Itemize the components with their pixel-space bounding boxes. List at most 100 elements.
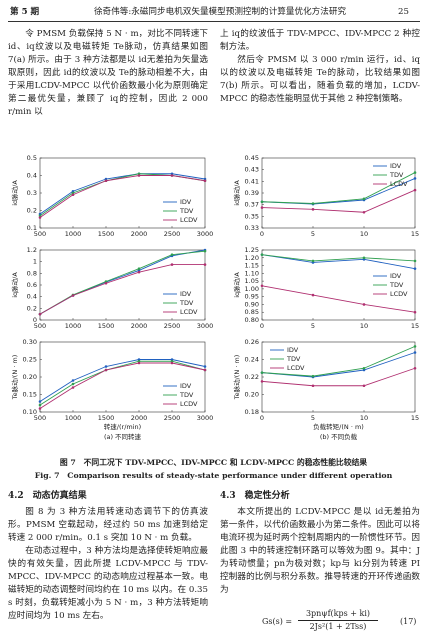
series-line — [39, 175, 206, 218]
y-tick-label: 0.39 — [245, 189, 259, 197]
data-point — [362, 384, 366, 388]
data-point — [170, 174, 174, 177]
data-point — [362, 256, 366, 260]
x-axis-label: 转速/(r/min) — [104, 422, 141, 431]
data-point — [38, 403, 42, 407]
data-point — [311, 202, 315, 205]
series-line — [39, 173, 206, 215]
section-heading: 4.2 动态仿真结果 — [8, 491, 87, 501]
data-point — [71, 386, 75, 389]
legend-label: IDV — [287, 346, 299, 354]
data-point — [203, 263, 207, 266]
paragraph: 上 iq的纹波低于 TDV-MPCC、IDV-MPCC 2 种控制方法。 — [220, 29, 420, 52]
y-tick-label: 0.24 — [245, 356, 259, 364]
y-tick-label: 1.05 — [245, 277, 259, 285]
legend-label: IDV — [180, 290, 192, 298]
legend-label: TDV — [179, 299, 194, 307]
data-point — [170, 263, 174, 266]
y-tick-label: 0.80 — [245, 316, 259, 324]
y-tick-label: 1.15 — [245, 262, 259, 270]
data-point — [413, 366, 417, 370]
data-point — [71, 379, 75, 382]
y-tick-label: 0.41 — [245, 177, 259, 185]
y-axis-label: Te脉动/(N · m) — [10, 355, 19, 401]
data-point — [413, 345, 417, 348]
series-line — [261, 189, 416, 213]
legend-label: LCDV — [287, 364, 305, 372]
series-line — [261, 254, 416, 270]
plot-frame — [261, 341, 416, 413]
y-tick-label: 0.30 — [23, 338, 37, 346]
x-tick-label: 3000 — [197, 414, 214, 422]
data-point — [413, 177, 417, 180]
paragraph: 然后令 PMSM 以 3 000 r/min 运行，id、iq以的纹波以及电磁转… — [220, 55, 420, 104]
x-tick-label: 500 — [34, 322, 46, 330]
data-point — [260, 371, 264, 374]
data-point — [38, 216, 42, 219]
issue: 第 5 期 — [10, 7, 40, 17]
y-tick-label: 0.95 — [245, 293, 259, 301]
x-tick-label: 2000 — [131, 414, 148, 422]
data-point — [137, 270, 141, 274]
data-point — [203, 365, 207, 368]
y-tick-label: 0.26 — [245, 338, 259, 346]
y-tick-label: 0.25 — [23, 356, 37, 364]
x-tick-label: 5 — [311, 414, 315, 422]
y-tick-label: 0.22 — [245, 373, 259, 381]
x-tick-label: 0 — [260, 322, 264, 330]
x-tick-label: 1000 — [65, 322, 82, 330]
data-point — [38, 312, 42, 316]
x-tick-label: 1500 — [98, 414, 115, 422]
y-tick-label: 1.10 — [245, 269, 259, 277]
equation-denominator: 2Js²(1 + 2Tss) — [309, 622, 367, 631]
equation-numerator: 3pnψf(kps + ki) — [298, 608, 378, 621]
data-point — [203, 368, 207, 372]
y-tick-label: 0.90 — [245, 300, 259, 308]
series-line — [261, 367, 416, 387]
data-point — [137, 174, 141, 177]
y-tick-label: 0.20 — [245, 391, 259, 399]
data-point — [38, 407, 42, 410]
y-tick-label: 1.00 — [245, 285, 259, 293]
data-point — [104, 179, 108, 183]
y-tick-label: 0.5 — [27, 154, 37, 162]
y-tick-label: 1.2 — [27, 246, 37, 254]
data-point — [362, 210, 366, 214]
paragraph: 本文所提出的 LCDV-MPCC 是以 id无差拍为第一条件，以代价函数最小为第… — [220, 507, 420, 595]
running-title: 徐奇伟等:永磁同步电机双矢量模型预测控制的计算量优化方法研究 — [93, 7, 347, 17]
x-tick-label: 2500 — [164, 414, 181, 422]
text-block: 上 iq的纹波低于 TDV-MPCC、IDV-MPCC 2 种控制方法。 然后令… — [220, 28, 420, 106]
y-tick-label: 1.20 — [245, 254, 259, 262]
data-point — [71, 382, 75, 386]
x-tick-label: 1000 — [65, 230, 82, 238]
data-point — [413, 267, 417, 270]
figure-caption: 图 7 不同工况下 TDV-MPCC、IDV-MPCC 和 LCDV-MPCC … — [59, 458, 368, 467]
data-point — [203, 249, 207, 253]
series-line — [261, 285, 416, 313]
legend-label: IDV — [180, 382, 192, 390]
x-tick-label: 2000 — [131, 230, 148, 238]
legend-label: TDV — [389, 281, 404, 289]
x-tick-label: 2000 — [131, 322, 148, 330]
x-tick-label: 5 — [311, 322, 315, 330]
legend-label: TDV — [389, 171, 404, 179]
x-tick-label: 3000 — [197, 230, 214, 238]
data-point — [413, 188, 417, 192]
data-point — [137, 361, 141, 365]
data-point — [362, 303, 366, 306]
y-axis-label: iq脉动/A — [10, 272, 19, 298]
data-point — [362, 366, 366, 370]
y-tick-label: 0.6 — [27, 281, 37, 289]
x-tick-label: 500 — [34, 414, 46, 422]
series-line — [261, 172, 416, 204]
data-point — [413, 351, 417, 354]
x-tick-label: 15 — [411, 322, 419, 330]
data-point — [104, 281, 108, 285]
series-line — [39, 359, 206, 402]
data-point — [362, 197, 366, 201]
y-tick-label: 0.33 — [245, 224, 259, 232]
y-tick-label: 0.20 — [23, 373, 37, 381]
data-point — [260, 253, 264, 256]
